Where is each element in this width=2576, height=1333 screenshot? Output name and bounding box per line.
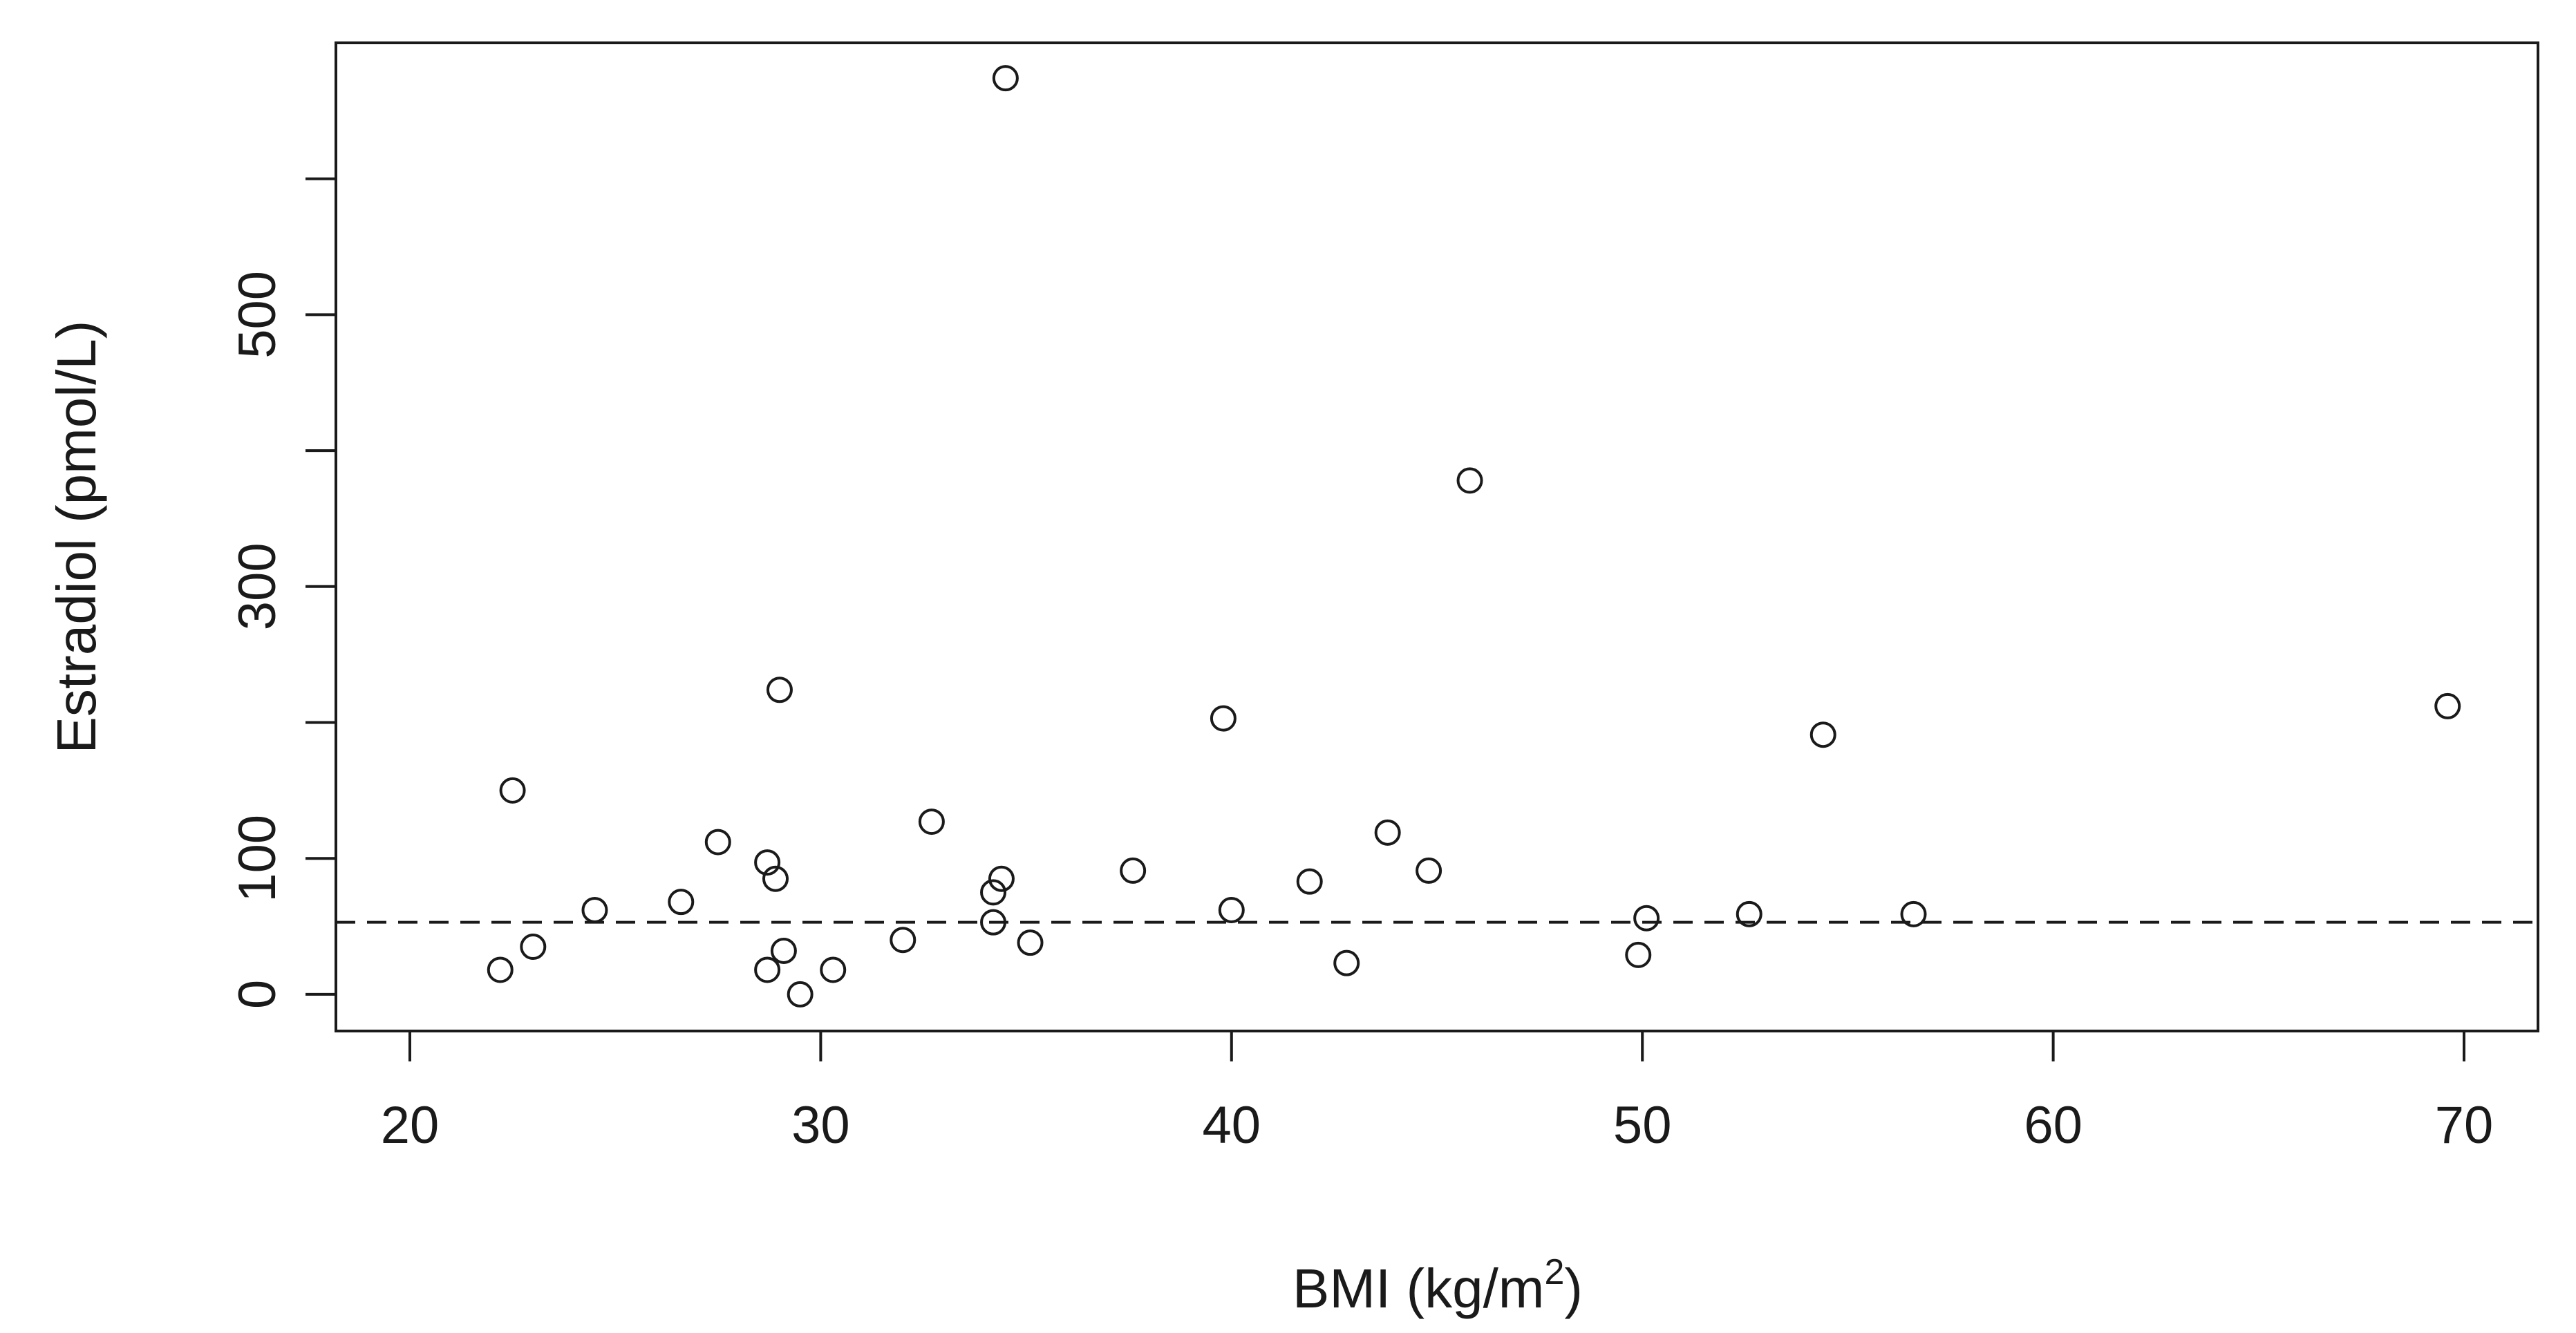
data-point xyxy=(980,879,1007,906)
x-tick-label: 30 xyxy=(791,1096,850,1155)
y-tick-label: 300 xyxy=(228,542,287,630)
data-point xyxy=(1210,705,1237,732)
data-point xyxy=(988,865,1015,892)
data-point xyxy=(487,956,514,983)
y-axis-title: Estradiol (pmol/L) xyxy=(46,321,107,754)
plot-frame xyxy=(335,41,2539,1032)
data-point xyxy=(1374,819,1401,846)
data-point xyxy=(1416,857,1442,884)
data-point xyxy=(581,896,608,923)
x-tick-label: 50 xyxy=(1613,1096,1672,1155)
data-points xyxy=(487,65,2461,1008)
data-point xyxy=(1017,929,1044,956)
data-point xyxy=(1900,900,1927,927)
x-tick-label: 40 xyxy=(1203,1096,1261,1155)
y-axis: 0 100 300 500 xyxy=(228,177,337,1009)
data-point xyxy=(820,956,847,983)
data-point xyxy=(980,909,1007,936)
data-point xyxy=(1218,896,1245,923)
x-tick-label: 60 xyxy=(2024,1096,2083,1155)
data-point xyxy=(754,956,781,983)
data-point xyxy=(787,981,814,1008)
data-point xyxy=(1809,721,1836,748)
data-point xyxy=(499,777,526,804)
x-tick-label: 70 xyxy=(2435,1096,2494,1155)
data-point xyxy=(1296,868,1323,895)
data-point xyxy=(766,677,793,703)
data-point xyxy=(992,65,1019,92)
data-point xyxy=(1333,949,1360,976)
y-tick-label: 500 xyxy=(228,271,287,359)
data-point xyxy=(1736,900,1762,927)
x-axis-title: BMI (kg/m2) xyxy=(1292,1252,1583,1319)
x-tick-label: 20 xyxy=(381,1096,440,1155)
data-point xyxy=(668,889,695,916)
data-point xyxy=(762,865,789,892)
x-axis: 20 30 40 50 60 70 xyxy=(381,1030,2494,1155)
data-point xyxy=(890,927,916,954)
data-point xyxy=(1456,467,1483,494)
data-point xyxy=(1625,941,1652,968)
data-point xyxy=(520,934,547,961)
data-point xyxy=(1120,857,1147,884)
data-point xyxy=(704,829,731,855)
data-point xyxy=(2434,692,2461,719)
data-point xyxy=(918,809,945,835)
data-point xyxy=(770,937,797,964)
data-point xyxy=(1633,905,1660,932)
y-tick-label: 0 xyxy=(228,980,287,1009)
y-tick-label: 100 xyxy=(228,815,287,902)
data-point xyxy=(754,849,781,876)
